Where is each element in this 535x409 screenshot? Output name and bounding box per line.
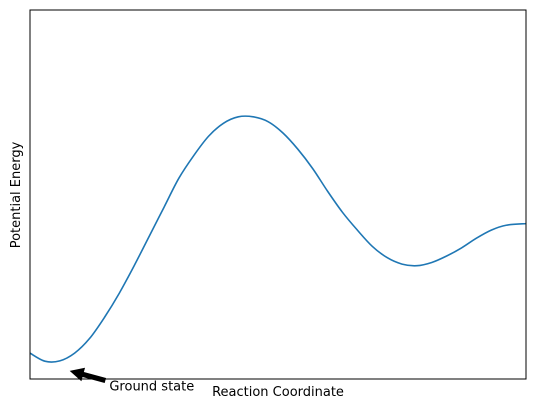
axes-frame <box>29 9 527 380</box>
series-line-1 <box>30 115 526 363</box>
x-axis-label: Reaction Coordinate <box>212 385 344 400</box>
plot-area <box>30 10 526 379</box>
series-layer <box>30 115 526 363</box>
y-axis-label: Potential Energy <box>9 141 24 248</box>
annotation-label-1: Ground state <box>109 379 194 394</box>
